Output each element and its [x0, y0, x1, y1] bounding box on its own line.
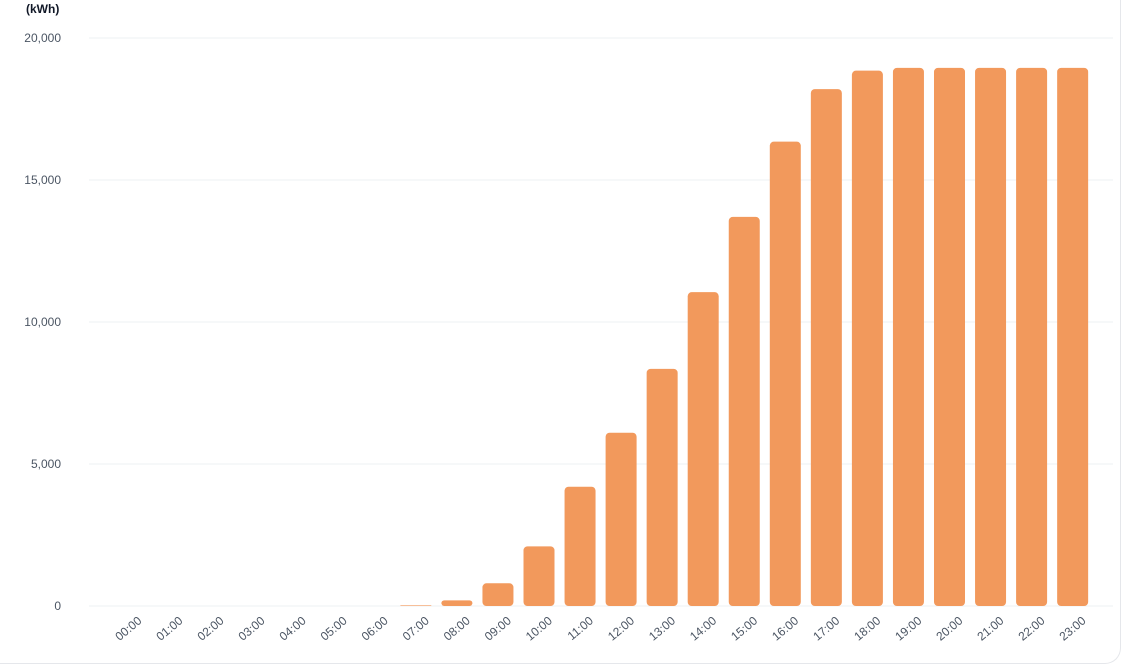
x-tick-label: 16:00	[769, 613, 801, 643]
y-axis-unit-label: (kWh)	[26, 2, 60, 16]
x-tick-label: 01:00	[153, 613, 185, 643]
bar-0800[interactable]	[441, 600, 473, 606]
x-tick-label: 11:00	[565, 613, 597, 643]
x-tick-label: 17:00	[810, 613, 842, 643]
x-tick-label: 08:00	[441, 613, 473, 643]
bar-0900[interactable]	[482, 583, 514, 606]
y-axis-ticks: 0 5,000 10,000 15,000 20,000	[24, 31, 61, 613]
x-tick-label: 03:00	[236, 613, 268, 643]
x-tick-label: 14:00	[687, 613, 719, 643]
y-tick-label: 15,000	[24, 173, 61, 187]
bar-2300[interactable]	[1057, 67, 1089, 606]
bars	[400, 67, 1089, 607]
y-tick-label: 20,000	[24, 31, 61, 45]
x-tick-label: 05:00	[318, 613, 350, 643]
bar-1700[interactable]	[810, 89, 842, 607]
x-tick-label: 12:00	[605, 613, 637, 643]
bar-1600[interactable]	[769, 141, 801, 606]
bar-1800[interactable]	[851, 70, 883, 606]
bar-1900[interactable]	[892, 67, 924, 606]
x-tick-label: 15:00	[728, 613, 760, 643]
x-tick-label: 07:00	[400, 613, 432, 643]
y-tick-label: 0	[54, 599, 61, 613]
bar-0700[interactable]	[400, 605, 432, 606]
x-axis-ticks: 00:00 01:00 02:00 03:00 04:00 05:00 06:00 07:00…	[112, 613, 1088, 643]
bar-1300[interactable]	[646, 368, 678, 606]
bar-1500[interactable]	[728, 216, 760, 607]
x-tick-label: 10:00	[523, 613, 555, 643]
x-tick-label: 04:00	[277, 613, 309, 643]
x-tick-label: 18:00	[851, 613, 883, 643]
bar-1000[interactable]	[523, 546, 555, 606]
y-tick-label: 5,000	[31, 457, 61, 471]
x-tick-label: 20:00	[933, 613, 965, 643]
bar-1100[interactable]	[564, 486, 596, 606]
bar-2000[interactable]	[934, 67, 965, 606]
x-tick-label: 19:00	[892, 613, 924, 643]
y-tick-label: 10,000	[24, 315, 61, 329]
x-tick-label: 06:00	[359, 613, 391, 643]
bar-2100[interactable]	[975, 67, 1007, 606]
x-tick-label: 21:00	[974, 613, 1006, 643]
x-tick-label: 00:00	[112, 613, 144, 643]
x-tick-label: 09:00	[482, 613, 514, 643]
bar-1400[interactable]	[687, 292, 719, 606]
bar-1200[interactable]	[605, 432, 637, 606]
x-tick-label: 02:00	[195, 613, 227, 643]
bar-2200[interactable]	[1016, 67, 1048, 606]
x-tick-label: 13:00	[646, 613, 678, 643]
x-tick-label: 23:00	[1057, 613, 1089, 643]
x-tick-label: 22:00	[1016, 613, 1048, 643]
